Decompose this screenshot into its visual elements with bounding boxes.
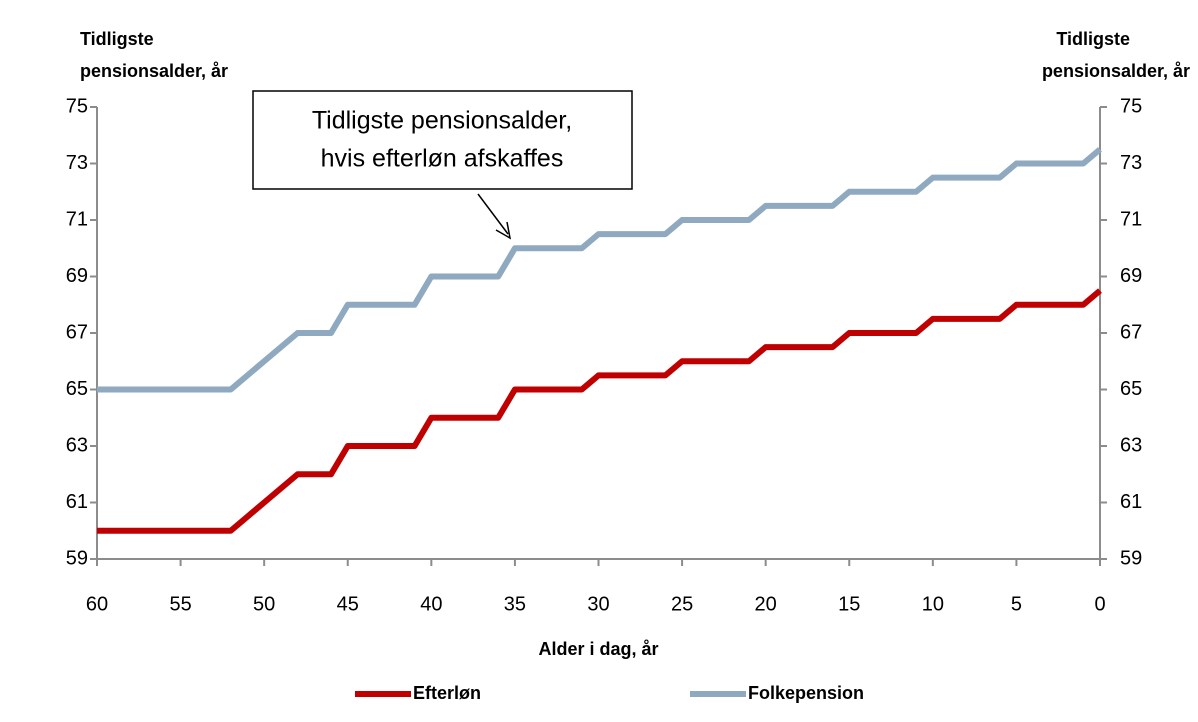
y2-tick-label: 69 xyxy=(1120,265,1142,287)
x-tick-label: 45 xyxy=(337,593,359,615)
x-tick-label: 0 xyxy=(1094,593,1105,615)
annotation-arrowhead xyxy=(495,221,512,240)
y-axis-label: Tidligste xyxy=(80,29,154,49)
x-tick-label: 25 xyxy=(671,593,693,615)
y2-tick-label: 75 xyxy=(1120,95,1142,117)
y2-tick-label: 71 xyxy=(1120,208,1142,230)
x-tick-label: 35 xyxy=(504,593,526,615)
annotation-arrow xyxy=(477,193,509,235)
y2-tick-label: 63 xyxy=(1120,434,1142,456)
x-tick-label: 15 xyxy=(838,593,860,615)
series-line xyxy=(97,288,1102,534)
series-line xyxy=(97,147,1102,393)
y2-tick-label: 59 xyxy=(1120,547,1142,569)
x-axis-label: Alder i dag, år xyxy=(538,639,658,659)
x-tick-label: 50 xyxy=(253,593,275,615)
annotation-box xyxy=(252,90,633,190)
y-tick-label: 67 xyxy=(66,321,88,343)
x-tick-label: 60 xyxy=(86,593,108,615)
y2-tick-label: 67 xyxy=(1120,321,1142,343)
legend-label: Efterløn xyxy=(413,683,481,703)
y2-tick-label: 73 xyxy=(1120,152,1142,174)
x-tick-label: 5 xyxy=(1011,593,1022,615)
y-tick-label: 59 xyxy=(66,547,88,569)
y2-tick-label: 61 xyxy=(1120,491,1142,513)
y-axis-label: pensionsalder, år xyxy=(80,61,228,81)
x-tick-label: 20 xyxy=(755,593,777,615)
x-tick-label: 30 xyxy=(587,593,609,615)
y2-tick-label: 65 xyxy=(1120,378,1142,400)
legend-label: Folkepension xyxy=(748,683,864,703)
annotation-text: hvis efterløn afskaffes xyxy=(321,145,564,173)
y-tick-label: 69 xyxy=(66,265,88,287)
y-tick-label: 65 xyxy=(66,378,88,400)
y2-axis-label: Tidligste xyxy=(1056,29,1130,49)
x-tick-label: 55 xyxy=(169,593,191,615)
y-tick-label: 63 xyxy=(66,434,88,456)
x-tick-label: 40 xyxy=(420,593,442,615)
y-tick-label: 73 xyxy=(66,152,88,174)
annotation-text: Tidligste pensionsalder, xyxy=(312,107,572,135)
y2-axis-label: pensionsalder, år xyxy=(1042,61,1190,81)
y-tick-label: 71 xyxy=(66,208,88,230)
y-tick-label: 75 xyxy=(66,95,88,117)
y-tick-label: 61 xyxy=(66,491,88,513)
x-tick-label: 10 xyxy=(922,593,944,615)
